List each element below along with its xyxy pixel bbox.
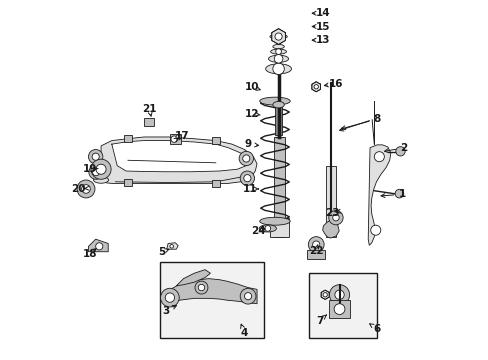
Ellipse shape: [269, 34, 286, 39]
Polygon shape: [167, 279, 257, 304]
Circle shape: [89, 165, 103, 179]
Text: 4: 4: [240, 328, 248, 338]
Polygon shape: [271, 29, 285, 44]
Text: 1: 1: [398, 189, 405, 199]
Ellipse shape: [265, 64, 291, 74]
Polygon shape: [166, 243, 178, 249]
Circle shape: [275, 49, 281, 54]
Circle shape: [274, 54, 282, 63]
Circle shape: [244, 175, 250, 182]
Text: 24: 24: [251, 226, 265, 236]
Polygon shape: [311, 82, 320, 92]
Bar: [169, 134, 181, 144]
Circle shape: [264, 226, 270, 231]
Polygon shape: [176, 270, 210, 286]
Bar: [160, 262, 264, 338]
Ellipse shape: [93, 177, 108, 183]
Circle shape: [77, 180, 95, 198]
Text: 8: 8: [373, 114, 380, 124]
Circle shape: [370, 225, 380, 235]
Circle shape: [91, 159, 111, 179]
Text: 17: 17: [174, 131, 189, 141]
Polygon shape: [322, 220, 339, 238]
Bar: [273, 137, 284, 237]
Ellipse shape: [259, 217, 290, 225]
Text: 23: 23: [325, 208, 339, 218]
Circle shape: [176, 135, 181, 140]
Text: 6: 6: [373, 324, 380, 334]
Text: 10: 10: [244, 82, 258, 92]
Circle shape: [92, 168, 100, 176]
Circle shape: [240, 288, 255, 304]
Circle shape: [244, 293, 251, 300]
Circle shape: [96, 243, 102, 250]
Circle shape: [332, 215, 339, 221]
Bar: [269, 218, 288, 237]
Circle shape: [195, 281, 207, 294]
Text: 22: 22: [308, 246, 323, 256]
Circle shape: [312, 241, 319, 248]
Circle shape: [96, 164, 106, 174]
Circle shape: [239, 151, 253, 166]
Bar: [325, 166, 335, 237]
Circle shape: [274, 33, 282, 40]
Bar: [329, 300, 349, 318]
Circle shape: [81, 185, 90, 193]
Text: 7: 7: [315, 316, 323, 325]
Ellipse shape: [259, 225, 276, 232]
Bar: [274, 105, 282, 135]
Circle shape: [171, 136, 177, 142]
Polygon shape: [94, 137, 257, 184]
Bar: [144, 118, 154, 126]
Ellipse shape: [272, 102, 284, 108]
Bar: [123, 135, 132, 142]
Polygon shape: [321, 290, 328, 300]
Polygon shape: [88, 239, 108, 252]
Text: 13: 13: [316, 35, 330, 45]
Ellipse shape: [259, 97, 290, 105]
Text: 15: 15: [316, 22, 330, 32]
Circle shape: [313, 85, 318, 89]
Text: 20: 20: [71, 184, 86, 194]
Text: 16: 16: [328, 79, 343, 89]
Text: 14: 14: [315, 8, 330, 18]
Circle shape: [394, 189, 403, 198]
Text: 19: 19: [82, 164, 97, 174]
Ellipse shape: [268, 55, 288, 62]
Bar: [123, 179, 132, 186]
Circle shape: [323, 293, 326, 297]
Circle shape: [373, 152, 384, 162]
Polygon shape: [112, 140, 247, 172]
Circle shape: [92, 153, 99, 160]
Ellipse shape: [272, 44, 284, 49]
Text: 2: 2: [400, 143, 407, 153]
Circle shape: [88, 149, 102, 164]
Text: 18: 18: [82, 248, 97, 258]
Circle shape: [328, 211, 343, 225]
Circle shape: [240, 171, 254, 185]
Circle shape: [272, 63, 284, 75]
Circle shape: [198, 284, 204, 291]
Circle shape: [395, 147, 405, 156]
Circle shape: [333, 304, 344, 315]
Circle shape: [334, 290, 344, 300]
Text: 21: 21: [142, 104, 156, 114]
Circle shape: [308, 237, 324, 252]
Ellipse shape: [270, 49, 286, 54]
Circle shape: [160, 288, 179, 307]
Bar: [306, 250, 325, 259]
Circle shape: [329, 285, 349, 305]
Text: 9: 9: [244, 139, 251, 149]
Bar: [211, 137, 220, 144]
Text: 11: 11: [242, 184, 257, 194]
Bar: [211, 180, 220, 187]
Polygon shape: [367, 145, 390, 245]
Text: 5: 5: [158, 247, 165, 257]
Text: 3: 3: [162, 306, 169, 316]
Circle shape: [165, 293, 174, 302]
Text: 12: 12: [244, 109, 258, 119]
Circle shape: [242, 155, 249, 162]
Circle shape: [169, 244, 173, 248]
Bar: [308, 273, 376, 338]
